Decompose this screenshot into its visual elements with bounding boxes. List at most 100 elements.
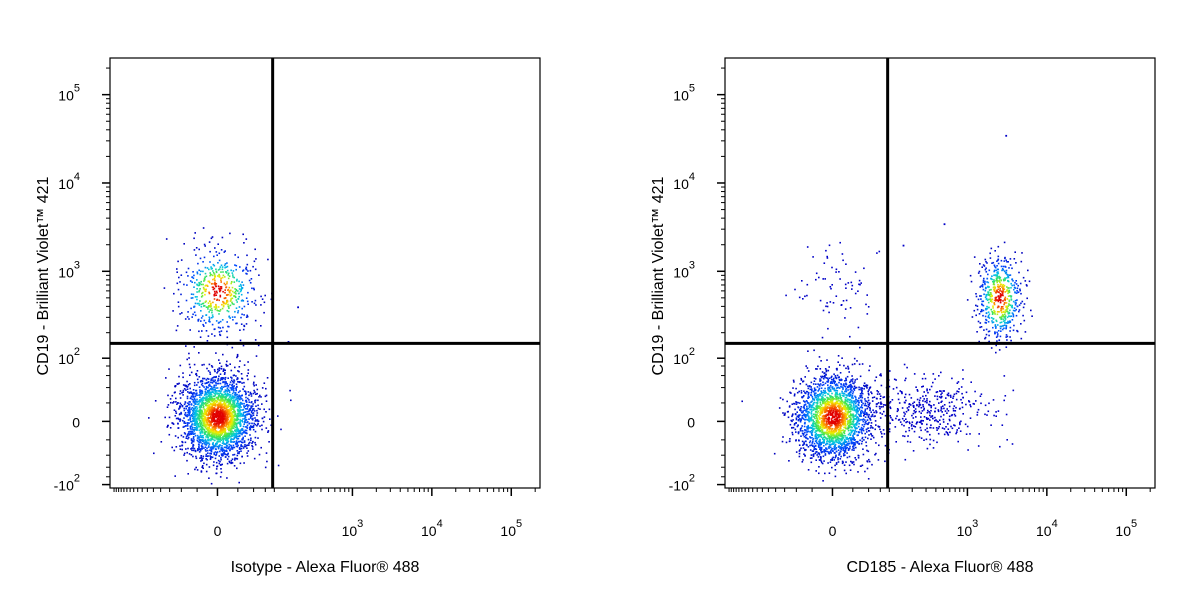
event-dot [815,448,818,451]
event-dot [217,285,220,287]
event-dot [807,350,809,352]
event-dot [217,262,219,264]
event-dot [216,275,219,277]
event-dot [801,425,803,427]
event-dot [784,414,786,416]
event-dot [813,442,816,445]
event-dot [235,415,238,417]
event-dot [865,422,867,425]
event-dot [848,391,851,394]
event-dot [854,400,856,402]
event-dot [214,388,216,391]
event-dot [977,320,980,323]
event-dot [234,459,236,461]
event-dot [201,364,203,366]
event-dot [243,430,245,433]
event-dot [982,264,985,266]
event-dot [213,402,215,405]
event-dot [226,411,228,414]
event-dot [805,449,807,451]
event-dot [841,386,843,388]
event-dot [840,385,842,388]
event-dot [221,447,224,449]
event-dot [845,394,847,396]
event-dot [222,353,224,356]
event-dot [189,329,191,331]
event-dot [206,386,208,389]
event-dot [991,262,993,264]
event-dot [803,413,806,415]
event-dot [918,436,921,438]
event-dot [231,417,234,419]
event-dot [205,379,208,381]
event-dot [230,459,233,462]
event-dot [189,411,191,413]
event-dot [218,426,220,429]
event-dot [862,412,865,414]
event-dot [883,404,885,406]
event-dot [985,322,987,324]
event-dot [211,415,214,418]
event-dot [177,383,179,385]
event-dot [1031,315,1033,317]
event-dot [185,407,187,410]
event-dot [227,388,230,391]
event-dot [813,399,816,401]
event-dot [224,413,226,416]
event-dot [860,412,862,415]
event-dot [835,463,838,465]
event-dot [189,432,191,435]
event-dot [878,250,881,253]
event-dot [193,447,196,450]
event-dot [923,439,925,441]
event-dot [221,319,224,321]
event-dot [913,373,916,375]
event-dot [873,411,875,414]
event-dot [266,460,268,463]
event-dot [1015,314,1018,317]
event-dot [194,468,196,471]
event-dot [230,299,232,301]
event-dot [201,443,204,445]
event-dot [804,392,806,394]
event-dot [820,461,823,464]
event-dot [232,454,234,456]
event-dot [830,446,832,449]
event-dot [828,366,830,368]
event-dot [215,399,217,402]
event-dot [836,369,838,371]
event-dot [198,269,200,272]
event-dot [857,400,859,402]
event-dot [213,416,215,419]
event-dot [811,442,813,444]
event-dot [212,286,215,289]
event-dot [207,409,209,412]
event-dot [865,445,868,447]
event-dot [214,390,216,392]
event-dot [200,317,203,319]
event-dot [805,440,807,443]
event-dot [224,376,227,379]
event-dot [229,444,232,447]
event-dot [823,441,825,444]
event-dot [215,303,217,306]
event-dot [185,389,187,391]
event-dot [195,400,198,403]
event-dot [217,406,219,408]
event-dot [226,458,229,460]
event-dot [203,462,205,465]
event-dot [782,436,784,438]
event-dot [219,450,221,453]
event-dot [213,410,215,413]
event-dot [801,414,804,417]
event-dot [840,442,842,445]
event-dot [859,396,862,399]
event-dot [235,389,237,392]
event-dot [840,448,842,451]
event-dot [837,361,839,363]
event-dot [802,411,804,414]
event-dot [185,299,188,302]
event-dot [981,310,983,313]
event-dot [1018,271,1020,274]
event-dot [237,310,240,312]
